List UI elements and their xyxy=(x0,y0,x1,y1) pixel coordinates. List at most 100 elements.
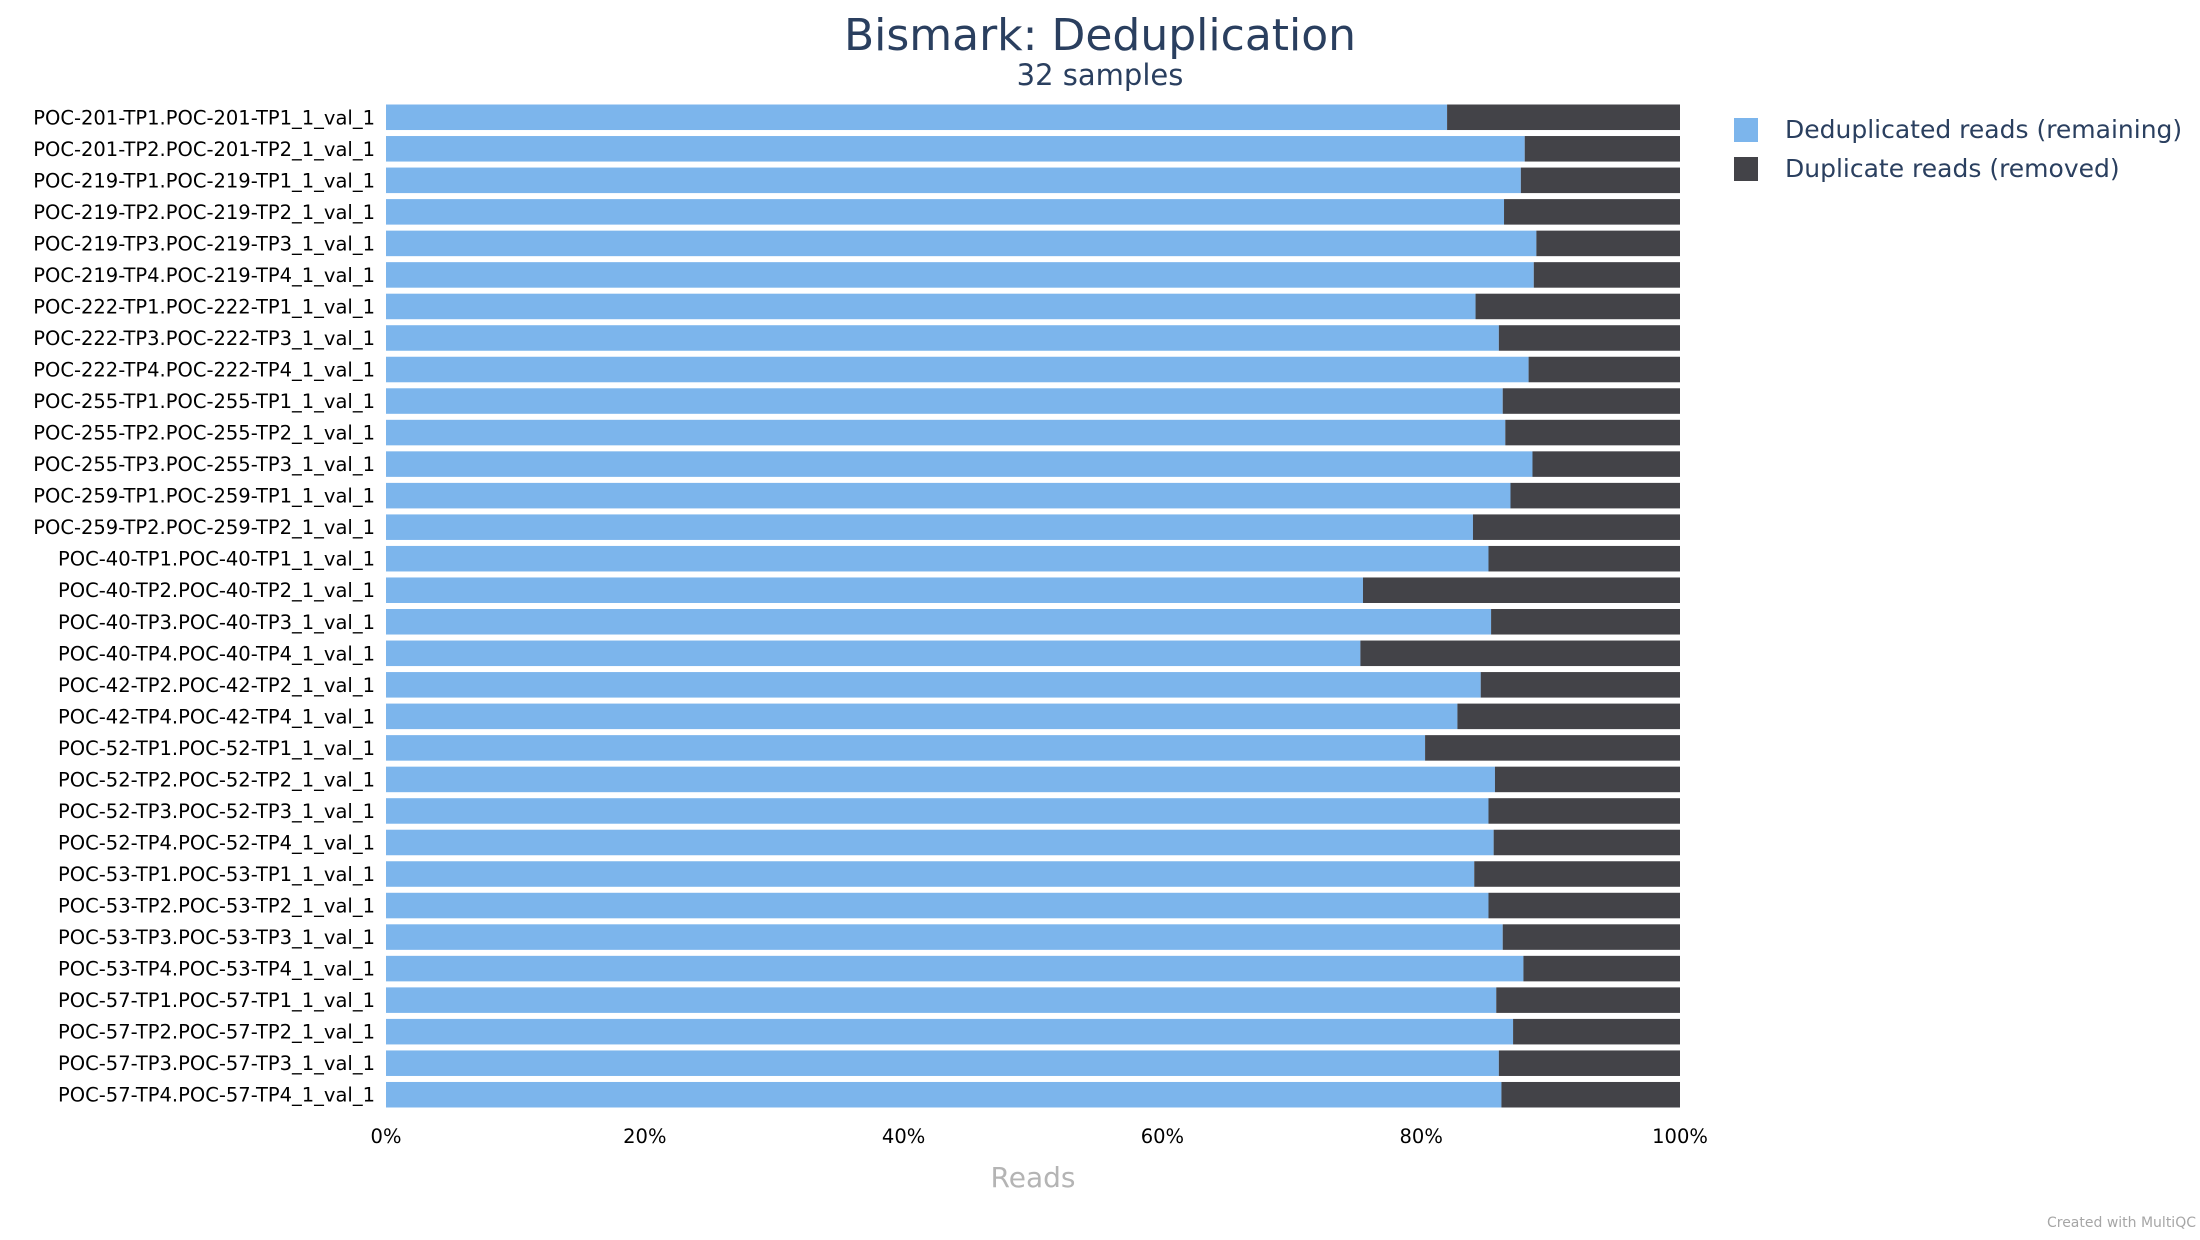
bar-duplicate[interactable] xyxy=(1488,545,1680,572)
bar-deduplicated[interactable] xyxy=(386,672,1481,698)
bar-duplicate[interactable] xyxy=(1447,104,1680,131)
legend-item[interactable]: Deduplicated reads (remaining) xyxy=(1785,115,2182,144)
category-label: POC-219-TP2.POC-219-TP2_1_val_1 xyxy=(33,201,375,224)
bar-deduplicated[interactable] xyxy=(386,955,1524,982)
bar-deduplicated[interactable] xyxy=(386,514,1473,540)
bar-duplicate[interactable] xyxy=(1533,262,1680,288)
category-label: POC-201-TP1.POC-201-TP1_1_val_1 xyxy=(33,106,375,129)
bar-deduplicated[interactable] xyxy=(386,735,1426,761)
bar-deduplicated[interactable] xyxy=(386,1081,1502,1108)
bar-duplicate[interactable] xyxy=(1513,1018,1680,1045)
category-label: POC-52-TP3.POC-52-TP3_1_val_1 xyxy=(58,800,375,823)
bar-deduplicated[interactable] xyxy=(386,262,1534,288)
bar-duplicate[interactable] xyxy=(1488,798,1680,824)
bar-duplicate[interactable] xyxy=(1532,451,1680,477)
bar-deduplicated[interactable] xyxy=(386,136,1525,162)
category-label: POC-42-TP4.POC-42-TP4_1_val_1 xyxy=(58,705,375,728)
legend-item[interactable]: Duplicate reads (removed) xyxy=(1785,154,2120,183)
bar-deduplicated[interactable] xyxy=(386,356,1529,383)
x-axis-label: Reads xyxy=(991,1161,1076,1194)
bar-deduplicated[interactable] xyxy=(386,703,1458,730)
bar-deduplicated[interactable] xyxy=(386,798,1489,824)
bar-deduplicated[interactable] xyxy=(386,325,1499,351)
bar-deduplicated[interactable] xyxy=(386,1050,1499,1076)
x-tick-label: 20% xyxy=(623,1125,666,1148)
bar-deduplicated[interactable] xyxy=(386,230,1537,257)
category-label: POC-201-TP2.POC-201-TP2_1_val_1 xyxy=(33,138,375,161)
bar-deduplicated[interactable] xyxy=(386,104,1448,131)
bar-duplicate[interactable] xyxy=(1360,640,1680,667)
bar-duplicate[interactable] xyxy=(1498,1050,1680,1076)
bar-duplicate[interactable] xyxy=(1510,482,1680,509)
bar-duplicate[interactable] xyxy=(1425,735,1680,761)
category-labels: POC-201-TP1.POC-201-TP1_1_val_1 POC-201-T… xyxy=(33,106,375,1106)
bar-duplicate[interactable] xyxy=(1493,829,1680,856)
category-label: POC-255-TP3.POC-255-TP3_1_val_1 xyxy=(33,453,375,476)
bar-duplicate[interactable] xyxy=(1472,514,1680,540)
bar-duplicate[interactable] xyxy=(1494,766,1680,793)
x-tick-label: 80% xyxy=(1400,1125,1443,1148)
bar-duplicate[interactable] xyxy=(1524,136,1680,162)
bar-deduplicated[interactable] xyxy=(386,861,1475,887)
category-label: POC-259-TP2.POC-259-TP2_1_val_1 xyxy=(33,516,375,539)
bar-deduplicated[interactable] xyxy=(386,924,1503,950)
bar-deduplicated[interactable] xyxy=(386,482,1511,509)
category-label: POC-219-TP1.POC-219-TP1_1_val_1 xyxy=(33,169,375,192)
bar-deduplicated[interactable] xyxy=(386,640,1361,667)
bar-duplicate[interactable] xyxy=(1480,672,1680,698)
bar-deduplicated[interactable] xyxy=(386,892,1489,919)
category-label: POC-255-TP1.POC-255-TP1_1_val_1 xyxy=(33,390,375,413)
x-tick-label: 60% xyxy=(1141,1125,1184,1148)
bar-deduplicated[interactable] xyxy=(386,451,1533,477)
bars xyxy=(386,104,1680,1108)
category-label: POC-222-TP3.POC-222-TP3_1_val_1 xyxy=(33,327,375,350)
bar-duplicate[interactable] xyxy=(1536,230,1680,257)
bar-deduplicated[interactable] xyxy=(386,577,1363,603)
legend-swatch xyxy=(1734,118,1758,142)
category-label: POC-219-TP4.POC-219-TP4_1_val_1 xyxy=(33,264,375,287)
legend-swatch xyxy=(1734,157,1758,181)
category-label: POC-222-TP4.POC-222-TP4_1_val_1 xyxy=(33,359,375,382)
bar-deduplicated[interactable] xyxy=(386,167,1521,194)
bar-deduplicated[interactable] xyxy=(386,419,1506,446)
bar-deduplicated[interactable] xyxy=(386,766,1495,793)
bar-duplicate[interactable] xyxy=(1474,861,1680,887)
bar-duplicate[interactable] xyxy=(1362,577,1680,603)
bar-deduplicated[interactable] xyxy=(386,293,1476,320)
bar-deduplicated[interactable] xyxy=(386,545,1489,572)
category-label: POC-53-TP4.POC-53-TP4_1_val_1 xyxy=(58,958,375,981)
bar-duplicate[interactable] xyxy=(1488,892,1680,919)
category-label: POC-222-TP1.POC-222-TP1_1_val_1 xyxy=(33,295,375,318)
bar-duplicate[interactable] xyxy=(1520,167,1680,194)
bar-duplicate[interactable] xyxy=(1504,199,1680,225)
category-label: POC-53-TP2.POC-53-TP2_1_val_1 xyxy=(58,895,375,918)
bar-deduplicated[interactable] xyxy=(386,987,1497,1013)
chart-subtitle: 32 samples xyxy=(1017,58,1184,92)
category-label: POC-52-TP2.POC-52-TP2_1_val_1 xyxy=(58,768,375,791)
category-label: POC-57-TP2.POC-57-TP2_1_val_1 xyxy=(58,1021,375,1044)
x-axis-ticks: 0% 20% 40% 60% 80% 100% xyxy=(371,1125,1708,1148)
category-label: POC-57-TP1.POC-57-TP1_1_val_1 xyxy=(58,989,375,1012)
x-tick-label: 40% xyxy=(882,1125,925,1148)
bar-deduplicated[interactable] xyxy=(386,829,1494,856)
bar-duplicate[interactable] xyxy=(1523,955,1680,982)
bar-duplicate[interactable] xyxy=(1502,924,1680,950)
bar-deduplicated[interactable] xyxy=(386,388,1503,414)
category-label: POC-259-TP1.POC-259-TP1_1_val_1 xyxy=(33,485,375,508)
bar-deduplicated[interactable] xyxy=(386,199,1505,225)
bar-deduplicated[interactable] xyxy=(386,609,1492,635)
category-label: POC-40-TP4.POC-40-TP4_1_val_1 xyxy=(58,642,375,665)
bar-duplicate[interactable] xyxy=(1496,987,1680,1013)
bar-duplicate[interactable] xyxy=(1457,703,1680,730)
bar-duplicate[interactable] xyxy=(1498,325,1680,351)
bar-deduplicated[interactable] xyxy=(386,1018,1514,1045)
bar-duplicate[interactable] xyxy=(1502,388,1680,414)
bar-duplicate[interactable] xyxy=(1491,609,1680,635)
credit-text: Created with MultiQC xyxy=(2047,1215,2196,1231)
bar-duplicate[interactable] xyxy=(1528,356,1680,383)
category-label: POC-57-TP3.POC-57-TP3_1_val_1 xyxy=(58,1052,375,1075)
bar-duplicate[interactable] xyxy=(1505,419,1680,446)
bar-duplicate[interactable] xyxy=(1475,293,1680,320)
bar-duplicate[interactable] xyxy=(1501,1081,1680,1108)
